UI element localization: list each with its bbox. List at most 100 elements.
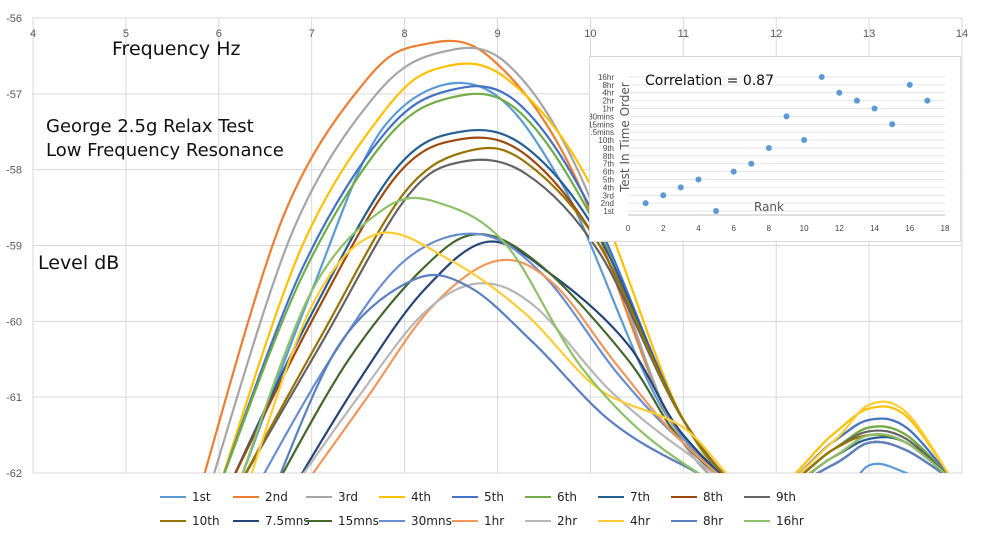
inset-point: [660, 192, 667, 199]
legend-label: 15mns: [338, 514, 379, 528]
inset-x-label: Rank: [754, 200, 784, 214]
legend-swatch: [452, 496, 478, 498]
inset-y-tick: 7th: [603, 160, 614, 169]
series-line-7th: [234, 128, 946, 473]
legend-item: 16hr: [744, 512, 804, 530]
legend-item: 1st: [160, 488, 211, 506]
correlation-inset-chart: 1st2nd3rd4th5th6th7th8th9th10th7.5mins15…: [586, 56, 961, 242]
x-tick-label: 8: [402, 28, 408, 40]
legend-item: 7.5mns: [233, 512, 310, 530]
legend-swatch: [598, 520, 624, 522]
inset-y-tick: 3rd: [602, 191, 614, 200]
inset-y-tick: 5th: [603, 176, 614, 185]
inset-y-tick: 4hr: [602, 89, 614, 98]
legend-item: 4hr: [598, 512, 650, 530]
legend-swatch: [452, 520, 478, 522]
inset-y-tick: 1st: [603, 207, 614, 216]
inset-point: [765, 144, 772, 151]
inset-x-tick: 12: [835, 224, 844, 233]
legend-label: 2nd: [265, 490, 288, 504]
legend-swatch: [671, 520, 697, 522]
y-tick-label: -62: [6, 468, 22, 480]
legend-item: 15mns: [306, 512, 379, 530]
legend-swatch: [233, 496, 259, 498]
inset-y-tick: 1hr: [602, 105, 614, 114]
legend-item: 4th: [379, 488, 431, 506]
legend-label: 7.5mns: [265, 514, 310, 528]
inset-points: [642, 73, 931, 215]
series-line-10th: [244, 146, 946, 473]
chart-tick-labels: 4 5 6 7 8 9 10 11 12 13 14 -56 -57 -58 -59 -60 -61 -62: [6, 13, 968, 480]
inset-x-tick: 18: [941, 224, 950, 233]
y-tick-label: -60: [6, 316, 22, 328]
series-line-8hr: [279, 273, 944, 473]
inset-x-tick: 16: [905, 224, 914, 233]
legend-swatch: [233, 520, 259, 522]
x-tick-label: 7: [309, 28, 315, 40]
inset-y-tick: 30mins: [590, 112, 614, 121]
inset-title: Correlation = 0.87: [645, 73, 775, 89]
inset-point: [889, 121, 896, 128]
legend-item: 2nd: [233, 488, 288, 506]
legend-label: 30mns: [411, 514, 452, 528]
series-line-9th: [244, 158, 947, 473]
series-line-2hr: [302, 282, 944, 473]
chart-series-lines: [203, 39, 950, 473]
legend-label: 8hr: [703, 514, 724, 528]
inset-y-tick: 15mins: [590, 120, 614, 129]
y-tick-label: -59: [6, 241, 22, 253]
legend-item: 3rd: [306, 488, 358, 506]
legend-item: 9th: [744, 488, 796, 506]
series-line-4hr: [250, 231, 950, 473]
legend-swatch: [525, 496, 551, 498]
inset-y-tick: 8th: [603, 152, 614, 161]
inset-point: [801, 137, 808, 144]
x-tick-label: 5: [123, 28, 129, 40]
inset-y-tick: 9th: [603, 144, 614, 153]
y-tick-label: -57: [6, 89, 22, 101]
inset-point: [818, 73, 825, 80]
x-tick-label: 13: [863, 28, 875, 40]
legend-label: 7th: [630, 490, 650, 504]
legend-label: 16hr: [776, 514, 804, 528]
x-tick-label: 11: [678, 28, 689, 40]
inset-grid: [628, 76, 945, 216]
legend-swatch: [525, 520, 551, 522]
legend-label: 5th: [484, 490, 504, 504]
legend-label: 2hr: [557, 514, 578, 528]
series-line-16hr: [241, 196, 946, 473]
legend-swatch: [379, 520, 405, 522]
legend-label: 4th: [411, 490, 431, 504]
chart-title-line-2: Low Frequency Resonance: [46, 140, 284, 161]
legend-swatch: [306, 496, 332, 498]
legend-item: 8th: [671, 488, 723, 506]
legend-label: 6th: [557, 490, 577, 504]
inset-x-tick: 4: [696, 224, 701, 233]
legend-label: 3rd: [338, 490, 358, 504]
legend-swatch: [744, 520, 770, 522]
inset-point: [713, 208, 720, 215]
legend-swatch: [744, 496, 770, 498]
inset-x-tick: 0: [626, 224, 631, 233]
legend-label: 10th: [192, 514, 220, 528]
inset-point: [783, 113, 790, 120]
inset-y-tick: 7.5mins: [590, 128, 614, 137]
y-tick-label: -61: [6, 392, 22, 404]
legend-label: 8th: [703, 490, 723, 504]
legend-swatch: [671, 496, 697, 498]
inset-y-tick: 8hr: [602, 81, 614, 90]
x-tick-label: 14: [956, 28, 968, 40]
legend-item: 6th: [525, 488, 577, 506]
inset-point: [853, 97, 860, 104]
inset-x-tick: 10: [800, 224, 809, 233]
inset-x-tick: 6: [731, 224, 736, 233]
inset-y-tick: 2nd: [601, 199, 614, 208]
y-axis-label: Level dB: [38, 252, 120, 274]
inset-x-tick: 14: [870, 224, 879, 233]
legend-label: 1hr: [484, 514, 505, 528]
legend-swatch: [379, 496, 405, 498]
inset-tick-labels: 1st2nd3rd4th5th6th7th8th9th10th7.5mins15…: [586, 73, 950, 233]
legend-item: 1hr: [452, 512, 504, 530]
inset-scatter: 1st2nd3rd4th5th6th7th8th9th10th7.5mins15…: [586, 73, 950, 233]
legend-swatch: [160, 520, 186, 522]
